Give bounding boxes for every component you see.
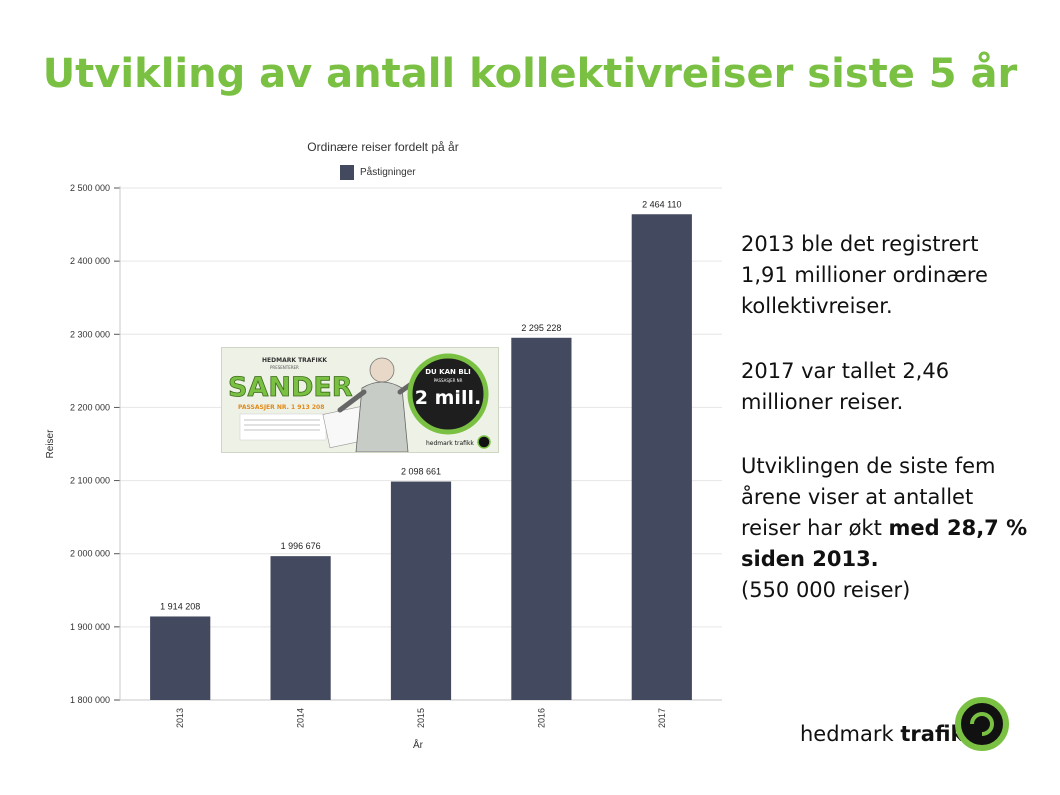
x-tick-label: 2017 <box>657 708 667 728</box>
bar-value-label: 2 098 661 <box>401 467 441 477</box>
text-bold-percent: med 28,7 % <box>888 516 1028 540</box>
bar <box>390 481 452 700</box>
x-tick-label: 2013 <box>175 708 185 728</box>
text-line: Utviklingen de siste fem <box>741 454 996 478</box>
x-tick-label: 2016 <box>536 708 546 728</box>
bar-chart: Ordinære reiser fordelt på år Påstigning… <box>45 140 722 751</box>
slide-title: Utvikling av antall kollektivreiser sist… <box>42 51 1018 97</box>
ad-name: SANDER <box>228 372 353 403</box>
text-line: millioner reiser. <box>741 390 904 414</box>
chart-title: Ordinære reiser fordelt på år <box>307 140 458 154</box>
legend-swatch <box>340 165 354 180</box>
text-line: kollektivreiser. <box>741 294 893 318</box>
ad-logo: hedmark trafikk <box>426 440 474 447</box>
x-tick-label: 2014 <box>296 708 306 728</box>
hedmark-logo-icon <box>955 697 1009 751</box>
paragraph-growth: Utviklingen de siste fem årene viser at … <box>741 451 1041 606</box>
y-tick-label: 2 200 000 <box>70 402 110 412</box>
paragraph-2017: 2017 var tallet 2,46 millioner reiser. <box>741 356 1041 418</box>
ad-passenger: PASSASJER NR. 1 913 208 <box>238 404 324 411</box>
text-normal: reiser har økt <box>741 516 889 540</box>
x-axis-label: År <box>413 738 424 751</box>
ad-badge-mid: PASSASJER NR <box>434 378 463 383</box>
y-tick-label: 2 500 000 <box>70 183 110 193</box>
text-line: 2017 var tallet 2,46 <box>741 359 950 383</box>
text-bold-since: siden 2013. <box>741 547 879 571</box>
ad-brand: HEDMARK TRAFIKK <box>262 357 327 364</box>
text-line: 2013 ble det registrert <box>741 232 979 256</box>
text-line: 1,91 millioner ordinære <box>741 263 988 287</box>
ad-badge-top: DU KAN BLI <box>425 368 470 376</box>
bar-value-label: 1 914 208 <box>160 601 200 611</box>
text-line: siden 2013. <box>741 544 1041 575</box>
ad-presents: PRESENTERER <box>270 365 299 370</box>
text-line: (550 000 reiser) <box>741 578 911 602</box>
text-line: årene viser at antallet <box>741 485 974 509</box>
bar-value-label: 2 464 110 <box>642 199 681 209</box>
y-tick-label: 2 400 000 <box>70 256 110 266</box>
bar <box>150 616 211 700</box>
y-tick-label: 2 100 000 <box>70 476 110 486</box>
logo-word-1: hedmark <box>800 722 894 746</box>
y-tick-label: 1 900 000 <box>70 622 110 632</box>
bar-value-label: 1 996 676 <box>281 541 321 551</box>
bar <box>270 556 331 700</box>
y-tick-label: 2 300 000 <box>70 329 110 339</box>
y-axis-label: Reiser <box>45 429 56 459</box>
y-tick-label: 1 800 000 <box>70 695 110 705</box>
bar <box>511 337 572 700</box>
company-logo-text: hedmark trafikk <box>800 722 978 746</box>
ad-badge-big: 2 mill. <box>415 387 481 409</box>
bar-value-label: 2 295 228 <box>521 323 561 333</box>
text-line: reiser har økt med 28,7 % <box>741 513 1041 544</box>
x-tick-label: 2015 <box>416 708 426 728</box>
paragraph-2013: 2013 ble det registrert 1,91 millioner o… <box>741 229 1041 322</box>
bar <box>631 214 692 700</box>
y-tick-label: 2 000 000 <box>70 549 110 559</box>
legend-label: Påstigninger <box>360 166 416 178</box>
sander-advertisement-image: HEDMARK TRAFIKK PRESENTERER SANDER PASSA… <box>221 347 499 453</box>
